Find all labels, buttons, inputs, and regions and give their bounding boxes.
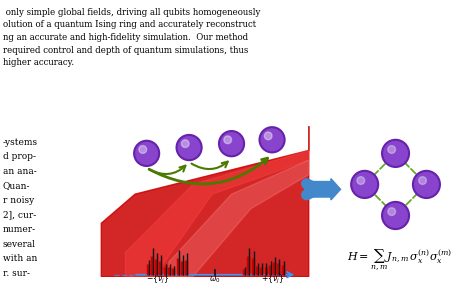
Text: ng an accurate and high-fidelity simulation.  Our method: ng an accurate and high-fidelity simulat…: [3, 33, 248, 42]
Text: Quan-: Quan-: [3, 182, 30, 190]
Text: several: several: [3, 240, 36, 249]
Circle shape: [388, 146, 395, 153]
Circle shape: [388, 208, 395, 215]
Polygon shape: [126, 150, 309, 277]
Text: $-\{\nu_j\}$: $-\{\nu_j\}$: [146, 273, 169, 285]
Circle shape: [382, 202, 409, 229]
Circle shape: [182, 140, 189, 148]
Circle shape: [139, 146, 146, 153]
Circle shape: [260, 127, 284, 152]
Text: $+\{\nu_j\}$: $+\{\nu_j\}$: [262, 273, 284, 285]
Circle shape: [219, 131, 244, 156]
Text: numer-: numer-: [3, 225, 36, 234]
Circle shape: [264, 132, 272, 140]
Text: r. sur-: r. sur-: [3, 269, 30, 278]
Circle shape: [176, 135, 201, 160]
Circle shape: [413, 171, 440, 198]
Text: an ana-: an ana-: [3, 167, 36, 176]
Circle shape: [224, 136, 231, 144]
Text: $\omega_0$: $\omega_0$: [210, 274, 221, 285]
Polygon shape: [101, 126, 309, 277]
Text: r noisy: r noisy: [3, 196, 34, 205]
Text: olution of a quantum Ising ring and accurately reconstruct: olution of a quantum Ising ring and accu…: [3, 21, 256, 29]
Text: only simple global fields, driving all qubits homogeneously: only simple global fields, driving all q…: [3, 8, 260, 17]
Circle shape: [419, 177, 427, 184]
Circle shape: [134, 141, 159, 166]
Text: required control and depth of quantum simulations, thus: required control and depth of quantum si…: [3, 46, 248, 55]
Polygon shape: [169, 160, 309, 277]
Text: higher accuracy.: higher accuracy.: [3, 58, 74, 67]
Circle shape: [382, 140, 409, 167]
Text: $H = \sum_{n,m} J_{n,m}\,\sigma_x^{(n)}\sigma_x^{(m)}$: $H = \sum_{n,m} J_{n,m}\,\sigma_x^{(n)}\…: [347, 248, 452, 272]
Text: 2], cur-: 2], cur-: [3, 211, 36, 220]
Circle shape: [351, 171, 378, 198]
Text: d prop-: d prop-: [3, 152, 36, 161]
Circle shape: [357, 177, 365, 184]
Text: -ystems: -ystems: [3, 138, 38, 147]
Text: with an: with an: [3, 254, 37, 263]
FancyArrow shape: [307, 179, 340, 200]
